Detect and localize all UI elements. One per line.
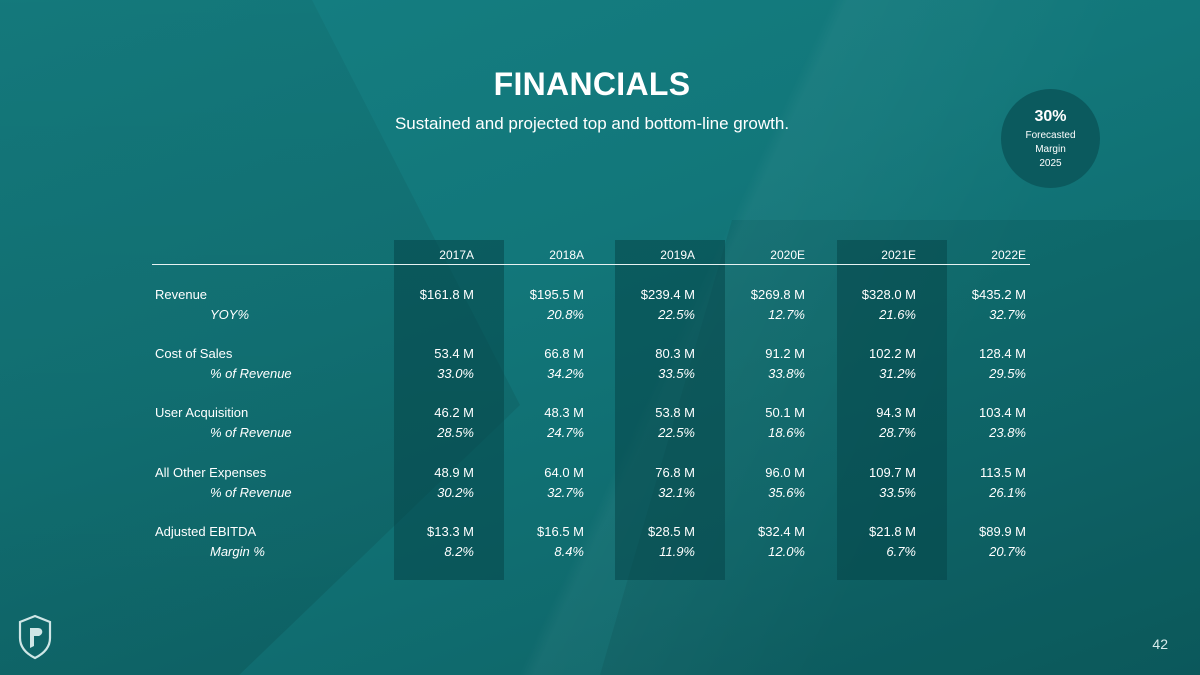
table-cell: $32.4 M	[758, 524, 805, 539]
column-header: 2019A	[660, 248, 695, 262]
table-cell-sub: 6.7%	[886, 544, 916, 559]
table-cell: 48.3 M	[544, 405, 584, 420]
column-header: 2020E	[770, 248, 805, 262]
table-cell-sub: 23.8%	[989, 425, 1026, 440]
table-cell: $239.4 M	[640, 287, 695, 302]
table-cell-sub: 24.7%	[547, 425, 584, 440]
slide-subtitle: Sustained and projected top and bottom-l…	[394, 114, 790, 133]
table-cell: $13.3 M	[427, 524, 474, 539]
row-sub-label: % of Revenue	[210, 366, 292, 381]
table-cell: 113.5 M	[979, 465, 1026, 480]
table-cell: 91.2 M	[765, 346, 805, 361]
table-cell: $435.2 M	[971, 287, 1026, 302]
table-cell-sub: 33.5%	[879, 485, 916, 500]
badge-line: Margin	[1035, 143, 1066, 155]
table-cell-sub: 26.1%	[989, 485, 1026, 500]
table-cell-sub: 35.6%	[768, 485, 805, 500]
table-cell: $16.5 M	[537, 524, 584, 539]
table-cell-sub: 33.8%	[768, 366, 805, 381]
table-cell-sub: 32.7%	[547, 485, 584, 500]
shield-logo-icon	[18, 614, 52, 660]
table-cell-sub: 12.0%	[768, 544, 805, 559]
row-sub-label: % of Revenue	[210, 425, 292, 440]
row-sub-label: % of Revenue	[210, 485, 292, 500]
table-cell: 64.0 M	[544, 465, 584, 480]
margin-badge: 30% Forecasted Margin 2025	[1001, 89, 1100, 188]
table-cell: $28.5 M	[648, 524, 695, 539]
table-cell: 66.8 M	[544, 346, 584, 361]
header-rule	[152, 264, 1030, 265]
row-label: Revenue	[155, 287, 208, 302]
table-cell-sub: 32.7%	[989, 307, 1026, 322]
table-cell: 80.3 M	[655, 346, 695, 361]
table-cell-sub: 29.5%	[989, 366, 1026, 381]
highlight-column	[394, 240, 504, 580]
table-cell-sub: 21.6%	[879, 307, 916, 322]
table-cell-sub: 22.5%	[658, 307, 695, 322]
column-header: 2022E	[991, 248, 1026, 262]
table-cell: 76.8 M	[655, 465, 695, 480]
row-sub-label: YOY%	[210, 307, 250, 322]
table-cell: 128.4 M	[979, 346, 1026, 361]
table-cell-sub: 31.2%	[879, 366, 916, 381]
table-cell: 50.1 M	[765, 405, 805, 420]
table-cell: $161.8 M	[419, 287, 474, 302]
table-cell: $269.8 M	[750, 287, 805, 302]
table-cell-sub: 28.5%	[437, 425, 474, 440]
column-header: 2021E	[881, 248, 916, 262]
table-cell-sub: 20.7%	[989, 544, 1026, 559]
table-cell-sub: 11.9%	[659, 544, 695, 559]
table-cell: 53.8 M	[655, 405, 695, 420]
highlight-column	[837, 240, 947, 580]
table-cell-sub: 12.7%	[768, 307, 805, 322]
table-cell-sub: 18.6%	[768, 425, 805, 440]
table-cell: $195.5 M	[529, 287, 584, 302]
table-cell-sub: 34.2%	[547, 366, 584, 381]
table-cell: 94.3 M	[876, 405, 916, 420]
table-cell: 46.2 M	[434, 405, 474, 420]
highlight-column	[615, 240, 725, 580]
slide-title: FINANCIALS	[493, 66, 691, 102]
table-cell-sub: 8.2%	[444, 544, 474, 559]
column-header: 2017A	[439, 248, 474, 262]
table-cell-sub: 20.8%	[547, 307, 584, 322]
table-cell-sub: 33.0%	[437, 366, 474, 381]
table-cell: $89.9 M	[979, 524, 1026, 539]
badge-line: 2025	[1039, 157, 1062, 169]
table-cell: 109.7 M	[869, 465, 916, 480]
row-sub-label: Margin %	[210, 544, 265, 559]
table-cell: $328.0 M	[861, 287, 916, 302]
table-cell: 102.2 M	[869, 346, 916, 361]
row-label: Cost of Sales	[155, 346, 233, 361]
row-label: User Acquisition	[155, 405, 249, 420]
table-cell-sub: 8.4%	[554, 544, 584, 559]
badge-value: 30%	[1034, 107, 1067, 125]
table-cell: 53.4 M	[434, 346, 474, 361]
table-cell-sub: 28.7%	[879, 425, 916, 440]
table-cell: 103.4 M	[979, 405, 1026, 420]
row-label: Adjusted EBITDA	[155, 524, 257, 539]
table-cell: $21.8 M	[869, 524, 916, 539]
table-cell-sub: 33.5%	[658, 366, 695, 381]
table-cell: 48.9 M	[434, 465, 474, 480]
badge-line: Forecasted	[1025, 129, 1076, 141]
table-cell: 96.0 M	[765, 465, 805, 480]
column-header: 2018A	[549, 248, 584, 262]
table-cell-sub: 30.2%	[437, 485, 474, 500]
page-number: 42	[1152, 636, 1168, 652]
row-label: All Other Expenses	[155, 465, 267, 480]
table-cell-sub: 22.5%	[658, 425, 695, 440]
table-cell-sub: 32.1%	[658, 485, 695, 500]
